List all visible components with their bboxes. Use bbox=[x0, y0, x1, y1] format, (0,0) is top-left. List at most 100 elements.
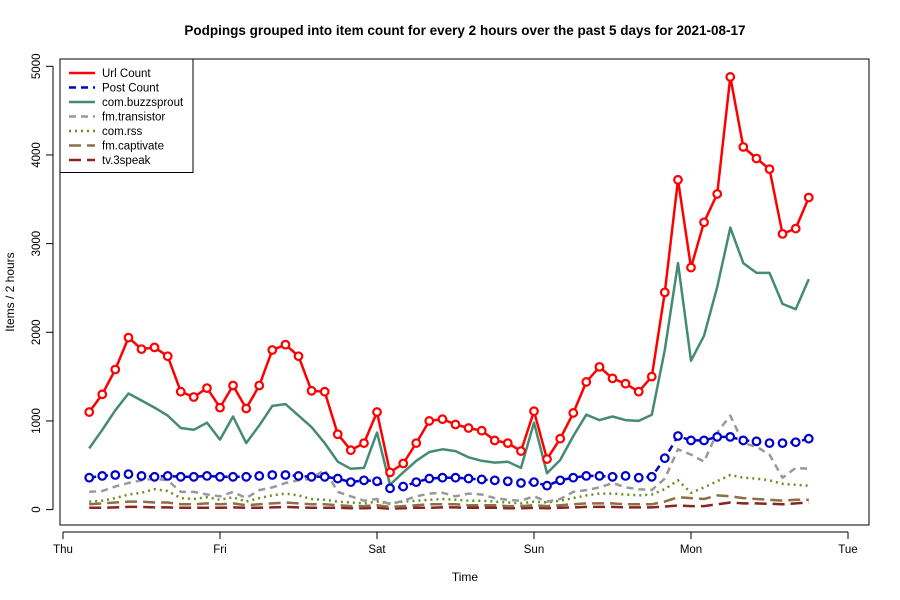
data-point bbox=[110, 470, 121, 480]
data-point bbox=[529, 406, 539, 417]
data-point bbox=[699, 217, 709, 228]
data-point bbox=[267, 470, 278, 480]
data-point bbox=[241, 471, 252, 482]
data-point bbox=[110, 364, 121, 375]
data-point bbox=[437, 414, 448, 425]
data-point bbox=[803, 192, 814, 203]
data-point bbox=[280, 339, 291, 350]
series-url-count bbox=[84, 72, 814, 478]
data-point bbox=[293, 471, 304, 481]
data-point bbox=[686, 262, 696, 273]
data-point bbox=[620, 471, 631, 481]
data-point bbox=[607, 471, 618, 482]
data-point bbox=[489, 475, 500, 486]
data-point bbox=[293, 351, 304, 362]
y-tick-label: 4000 bbox=[31, 142, 43, 168]
data-point bbox=[175, 471, 186, 482]
data-point bbox=[215, 402, 225, 413]
data-point bbox=[254, 380, 265, 391]
data-point bbox=[385, 483, 395, 494]
data-point bbox=[228, 471, 238, 482]
legend-label: com.rss bbox=[102, 126, 143, 138]
y-tick-label: 2000 bbox=[31, 319, 43, 345]
x-tick-label: Sat bbox=[368, 544, 386, 556]
y-tick-label: 0 bbox=[31, 506, 43, 512]
data-point bbox=[241, 403, 252, 414]
data-point bbox=[319, 471, 330, 482]
data-point bbox=[673, 174, 683, 185]
data-point bbox=[777, 438, 788, 449]
series-line bbox=[89, 414, 809, 506]
data-point bbox=[372, 476, 382, 487]
y-tick-label: 1000 bbox=[31, 408, 43, 434]
legend-label: com.buzzsprout bbox=[102, 97, 184, 109]
data-point bbox=[162, 351, 173, 362]
data-point bbox=[516, 478, 526, 488]
data-point bbox=[385, 467, 395, 478]
data-point bbox=[136, 471, 147, 481]
legend-label: fm.captivate bbox=[102, 141, 164, 153]
data-point bbox=[345, 445, 356, 456]
plot-frame bbox=[59, 58, 870, 526]
data-point bbox=[450, 472, 461, 483]
data-point bbox=[555, 475, 566, 486]
data-point bbox=[764, 164, 775, 175]
data-point bbox=[254, 471, 265, 481]
series-line bbox=[88, 226, 810, 487]
y-axis-label: Items / 2 hours bbox=[3, 252, 17, 331]
data-point bbox=[489, 435, 500, 446]
data-point bbox=[123, 469, 134, 480]
data-point bbox=[149, 342, 160, 353]
data-point bbox=[594, 471, 605, 481]
y-tick-label: 3000 bbox=[31, 231, 43, 257]
series-line bbox=[89, 494, 809, 509]
data-point bbox=[725, 72, 736, 82]
x-tick-label: Thu bbox=[53, 544, 73, 556]
data-point bbox=[659, 287, 670, 298]
data-point bbox=[699, 435, 709, 446]
data-point bbox=[437, 472, 448, 483]
data-point bbox=[738, 142, 749, 152]
series-fm-transistor bbox=[89, 414, 809, 506]
data-point bbox=[162, 471, 173, 481]
data-point bbox=[332, 429, 343, 440]
data-point bbox=[424, 416, 435, 426]
data-point bbox=[188, 392, 199, 402]
data-point bbox=[712, 189, 723, 199]
data-point bbox=[372, 407, 382, 417]
legend: Url Count Post Count com.buzzsprout fm.tran… bbox=[59, 58, 194, 173]
legend-label: tv.3speak bbox=[102, 155, 151, 167]
data-point bbox=[738, 435, 749, 446]
data-point bbox=[84, 472, 95, 483]
data-point bbox=[123, 332, 134, 343]
series-fm-captivate bbox=[89, 494, 809, 509]
data-point bbox=[725, 431, 736, 442]
data-point bbox=[476, 474, 487, 485]
data-point bbox=[790, 437, 801, 448]
data-point bbox=[319, 386, 330, 397]
data-point bbox=[777, 228, 788, 239]
legend-label: fm.transistor bbox=[102, 112, 165, 124]
data-point bbox=[306, 471, 317, 482]
data-point bbox=[516, 446, 526, 456]
data-point bbox=[332, 473, 343, 484]
data-point bbox=[633, 386, 644, 397]
data-point bbox=[568, 408, 579, 418]
data-point bbox=[764, 438, 775, 449]
data-point bbox=[751, 153, 762, 164]
data-point bbox=[646, 471, 657, 482]
data-point bbox=[581, 377, 592, 387]
series-line bbox=[89, 473, 809, 505]
data-point bbox=[97, 389, 108, 400]
data-point bbox=[502, 438, 513, 449]
data-point bbox=[659, 453, 670, 464]
data-point bbox=[398, 481, 409, 492]
data-point bbox=[202, 383, 212, 394]
data-point bbox=[411, 438, 422, 449]
data-point bbox=[751, 436, 762, 447]
data-point bbox=[673, 431, 683, 441]
data-point bbox=[175, 386, 186, 397]
data-point bbox=[359, 475, 369, 486]
data-point bbox=[215, 471, 225, 482]
